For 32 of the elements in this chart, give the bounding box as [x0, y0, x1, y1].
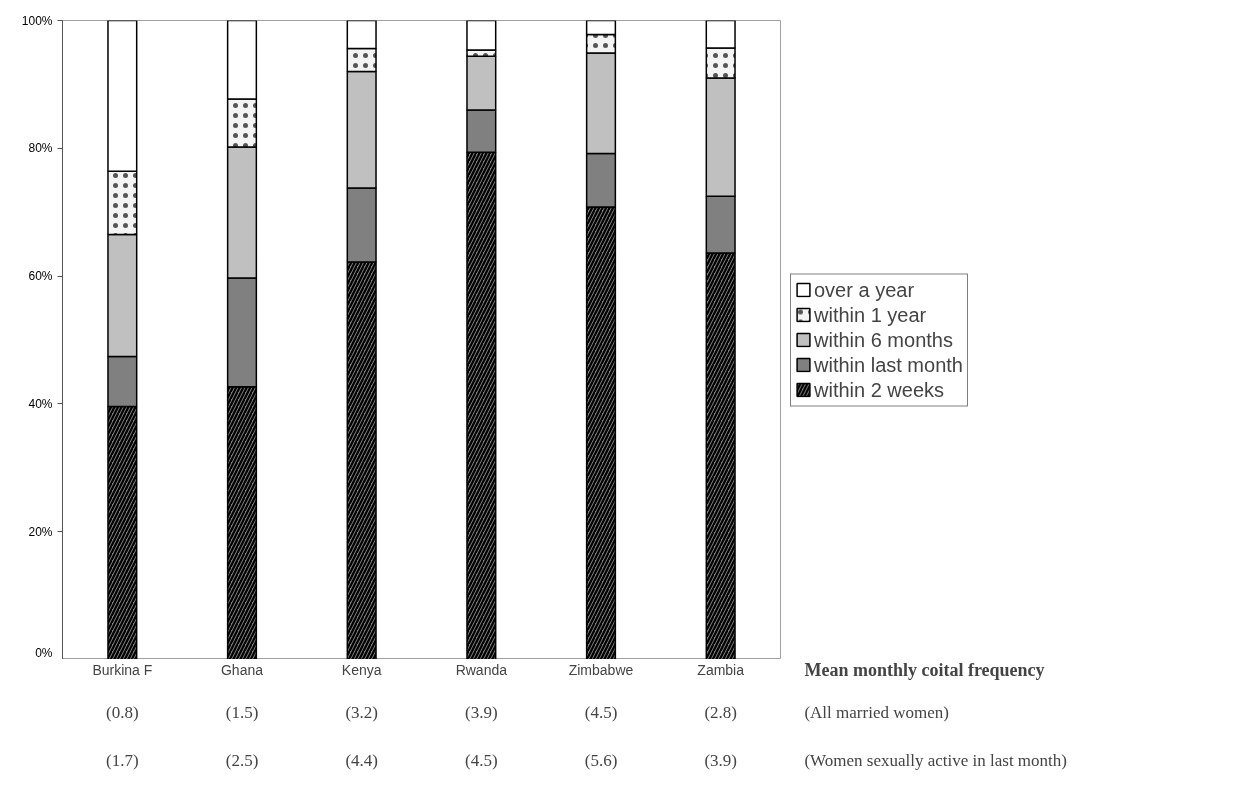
x-tick-label: Rwanda — [455, 661, 508, 678]
legend-label: over a year — [814, 278, 915, 301]
text: (1.7) — [106, 751, 139, 770]
text: (4.4) — [345, 751, 378, 770]
x-tick-label: Zimbabwe — [568, 661, 634, 678]
text: (2.8) — [704, 703, 737, 722]
text: (Women sexually active in last month) — [804, 751, 1067, 770]
text: (4.5) — [584, 703, 618, 722]
legend-label: within 2 weeks — [814, 378, 945, 401]
text: (5.6) — [584, 751, 618, 770]
y-tick-label: 100% — [21, 13, 53, 28]
text: (2.5) — [225, 751, 259, 770]
y-tick-label: 40% — [28, 396, 53, 411]
text: (All married women) — [804, 703, 949, 722]
x-tick-label: Burkina F — [92, 661, 153, 678]
x-tick-label: Kenya — [341, 661, 382, 678]
y-tick-label: 0% — [35, 645, 53, 660]
text: (0.8) — [106, 703, 139, 722]
text: (3.9) — [704, 751, 737, 770]
legend-label: within 1 year — [814, 303, 927, 326]
text: (3.2) — [345, 703, 378, 722]
text: Mean monthly coital frequency — [804, 659, 1045, 680]
legend-label: within last month — [814, 353, 963, 376]
y-tick-label: 20% — [28, 524, 53, 539]
x-tick-label: Zambia — [697, 661, 745, 678]
text: (4.5) — [465, 751, 498, 770]
text: (1.5) — [225, 703, 259, 722]
text: (3.9) — [465, 703, 498, 722]
x-tick-label: Ghana — [220, 661, 264, 678]
y-tick-label: 80% — [28, 141, 53, 156]
y-tick-label: 60% — [28, 269, 53, 284]
legend-label: within 6 months — [814, 328, 953, 351]
